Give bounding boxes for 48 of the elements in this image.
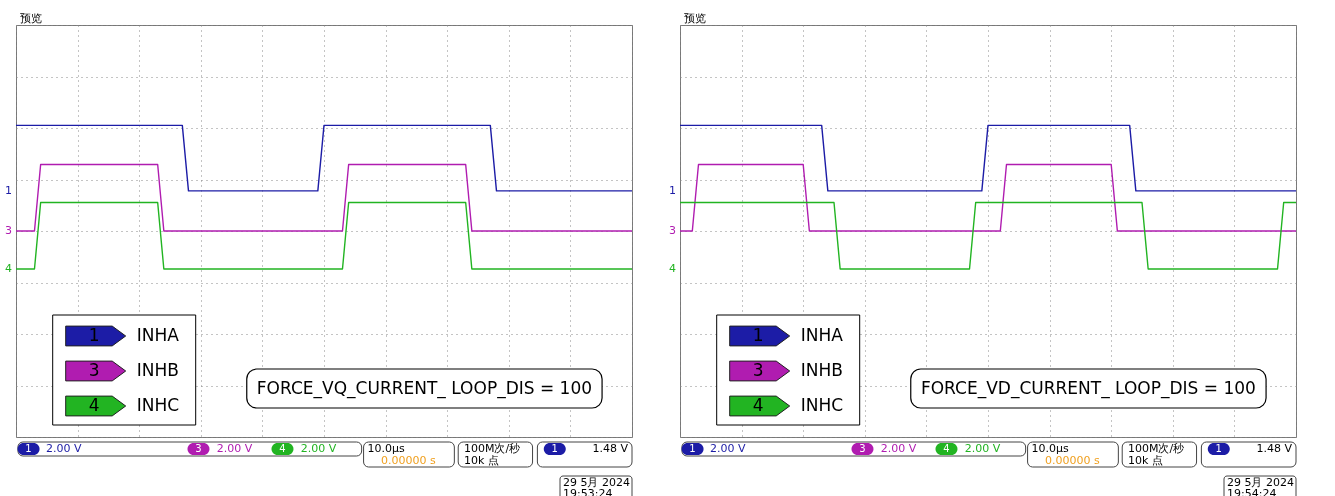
text: 1 bbox=[5, 183, 12, 197]
text: 3 bbox=[88, 360, 100, 380]
chart-title: 预览 bbox=[20, 12, 42, 25]
text: 1.48 V bbox=[1256, 442, 1293, 455]
text: 2.00 V bbox=[964, 442, 1001, 455]
text: 4 bbox=[943, 443, 950, 454]
text: 4 bbox=[279, 443, 286, 454]
text: 0.00000 s bbox=[380, 454, 436, 467]
text: 3 bbox=[195, 443, 202, 454]
text: 1 bbox=[88, 325, 100, 345]
text: 10k 点 bbox=[464, 454, 499, 467]
text: 3 bbox=[669, 224, 676, 237]
legend-label: INHA bbox=[136, 325, 180, 345]
text: 10.0µs bbox=[367, 442, 405, 455]
legend-label: INHB bbox=[136, 360, 179, 380]
text: 1.48 V bbox=[592, 442, 629, 455]
text: 1 bbox=[752, 325, 764, 345]
text: FORCE_VQ_CURRENT_ LOOP_DIS = 100 bbox=[256, 378, 593, 399]
text: 4 bbox=[88, 395, 100, 415]
text: 1 bbox=[669, 183, 676, 197]
text: 1 bbox=[689, 443, 696, 454]
text: 1 bbox=[25, 443, 32, 454]
text: 3 bbox=[752, 360, 764, 380]
text: 2.00 V bbox=[45, 442, 82, 455]
text: 10k 点 bbox=[1128, 454, 1163, 467]
text: 4 bbox=[669, 262, 676, 276]
text: 2.00 V bbox=[880, 442, 917, 455]
legend-label: INHA bbox=[800, 325, 844, 345]
text: 29 5月 2024 bbox=[1227, 476, 1294, 489]
text: 2.00 V bbox=[709, 442, 746, 455]
legend-label: INHC bbox=[800, 395, 844, 415]
text: 1 bbox=[551, 443, 558, 454]
text: 29 5月 2024 bbox=[563, 476, 630, 489]
text: 3 bbox=[5, 224, 12, 237]
text: 3 bbox=[859, 443, 866, 454]
text: 100M次/秒 bbox=[464, 442, 521, 455]
text: 4 bbox=[5, 262, 12, 276]
text: FORCE_VD_CURRENT_ LOOP_DIS = 100 bbox=[920, 378, 1256, 399]
text: 2.00 V bbox=[216, 442, 253, 455]
legend-label: INHB bbox=[800, 360, 843, 380]
text: 10.0µs bbox=[1031, 442, 1069, 455]
text: 100M次/秒 bbox=[1128, 442, 1185, 455]
chart-title: 预览 bbox=[684, 12, 706, 25]
legend-label: INHC bbox=[136, 395, 180, 415]
text: 4 bbox=[752, 395, 764, 415]
text: 1 bbox=[1215, 443, 1222, 454]
text: 2.00 V bbox=[300, 442, 337, 455]
text: 0.00000 s bbox=[1044, 454, 1100, 467]
